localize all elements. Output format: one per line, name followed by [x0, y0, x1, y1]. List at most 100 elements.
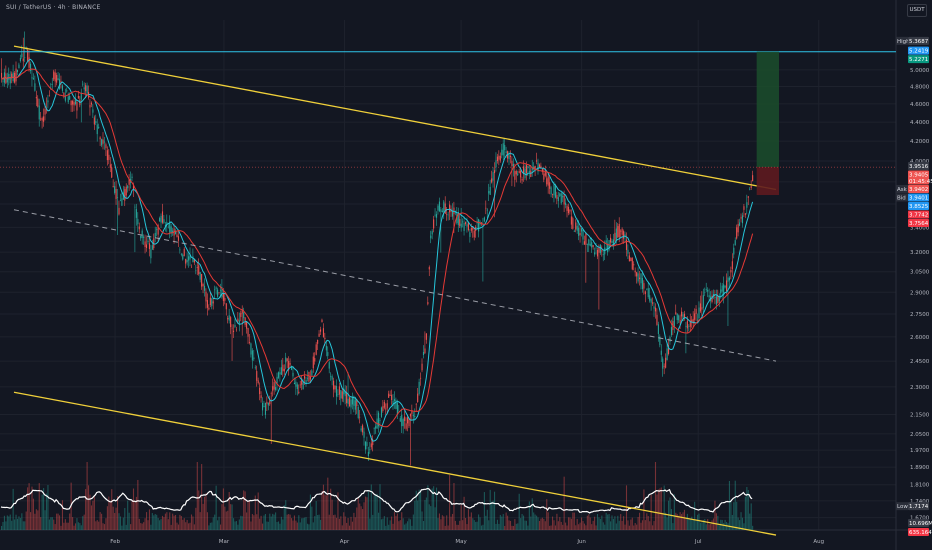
candle-body: [16, 69, 19, 73]
volume-bar: [115, 507, 117, 530]
candle-body: [462, 221, 464, 223]
volume-bar: [556, 513, 558, 530]
volume-bar: [743, 523, 745, 530]
volume-bar: [746, 486, 748, 530]
volume-bar: [512, 525, 514, 530]
volume-bar: [138, 518, 140, 530]
volume-bar: [50, 517, 52, 530]
volume-bar: [640, 522, 642, 530]
volume-bar: [375, 495, 377, 530]
volume-bar: [557, 521, 559, 530]
volume-bar: [16, 518, 19, 530]
candle-body: [534, 165, 536, 171]
y-tick-label: 2.0500: [910, 432, 930, 438]
candle-body: [408, 419, 410, 427]
volume-bar: [673, 494, 675, 530]
volume-bar: [370, 484, 372, 530]
volume-bar: [617, 515, 619, 530]
lower-channel-line: [13, 391, 777, 536]
candle-body: [417, 393, 419, 403]
volume-bar: [598, 517, 600, 530]
candle-body: [148, 243, 150, 250]
volume-bar: [346, 522, 348, 530]
price-label-name: Ask: [897, 187, 908, 193]
candle-body: [177, 236, 179, 241]
candle-body: [234, 324, 236, 328]
currency-badge[interactable]: USDT: [907, 4, 927, 17]
candle-body: [682, 314, 684, 322]
volume-bar: [562, 524, 564, 530]
candle-body: [179, 249, 181, 251]
candle-body: [259, 387, 261, 395]
candle-body: [61, 85, 63, 91]
candle-body: [668, 345, 670, 354]
volume-bar: [176, 522, 178, 530]
candle-body: [340, 390, 342, 399]
candle-body: [222, 293, 224, 301]
candle-body: [437, 205, 439, 211]
volume-bar: [269, 513, 271, 530]
volume-bar: [45, 493, 48, 530]
candle-body: [225, 303, 227, 310]
candle-body: [470, 227, 472, 231]
candle-body: [189, 254, 191, 260]
volume-bar: [405, 523, 407, 530]
volume-bar: [534, 514, 536, 530]
candle-body: [208, 307, 210, 310]
volume-bar: [443, 516, 445, 530]
candle-body: [224, 298, 226, 301]
y-tick-label: 1.8900: [910, 465, 930, 471]
volume-bar: [362, 509, 364, 530]
candle-body: [283, 368, 285, 372]
candle-body: [57, 78, 59, 81]
candle-body: [344, 391, 346, 397]
candle-body: [34, 83, 36, 91]
candle-body: [196, 267, 198, 268]
candle-body: [391, 394, 393, 401]
volume-bar: [672, 523, 674, 530]
candle-body: [277, 372, 280, 378]
volume-bar: [508, 520, 510, 530]
volume-bar: [710, 523, 712, 530]
candle-body: [244, 317, 246, 325]
volume-bar: [459, 520, 461, 530]
candle-body: [489, 186, 491, 195]
volume-bar: [594, 516, 596, 530]
volume-bar: [615, 523, 617, 530]
volume-bar: [399, 520, 401, 530]
volume-bar: [333, 515, 335, 530]
volume-bar: [306, 523, 309, 530]
candle-body: [253, 357, 255, 360]
candle-body: [434, 214, 436, 216]
volume-bar: [60, 525, 62, 530]
price-label-value: 1.7174: [909, 504, 929, 510]
volume-bar: [93, 495, 95, 530]
volume-bar: [718, 525, 720, 530]
candle-body: [28, 57, 30, 68]
price-label-name: Bid: [897, 195, 906, 201]
volume-bar: [22, 521, 24, 530]
volume-bar: [270, 516, 272, 530]
candle-body: [263, 405, 265, 407]
volume-bar: [150, 524, 152, 530]
volume-bar: [395, 515, 397, 530]
candle-body: [304, 375, 306, 379]
volume-bar: [505, 512, 507, 530]
volume-bar: [376, 493, 378, 530]
candle-body: [562, 196, 564, 198]
volume-bar: [350, 516, 352, 530]
volume-bar: [520, 518, 522, 530]
candle-body: [588, 239, 590, 246]
volume-bar: [489, 489, 491, 530]
candle-body: [523, 166, 525, 174]
candle-body: [35, 96, 37, 99]
volume-bar: [34, 513, 36, 530]
candle-body: [64, 95, 66, 101]
candle-body: [138, 226, 140, 230]
volume-bar: [198, 490, 200, 530]
volume-bar: [128, 512, 130, 530]
volume-bar: [153, 515, 155, 530]
volume-bar: [124, 507, 126, 530]
candle-body: [198, 265, 200, 275]
